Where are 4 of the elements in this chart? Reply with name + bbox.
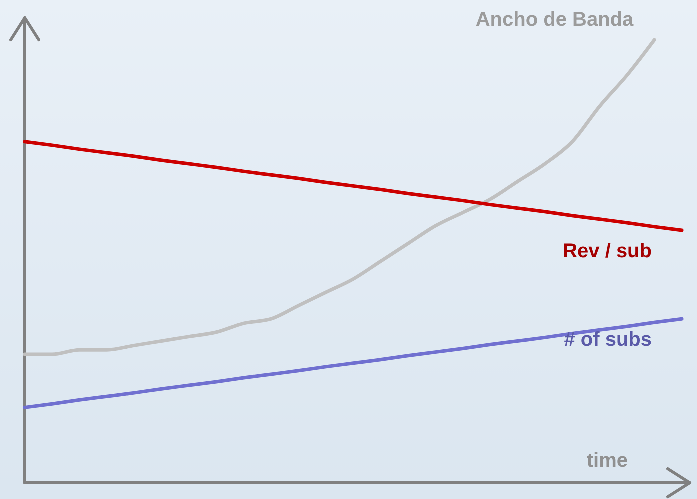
series-label: Rev / sub bbox=[563, 240, 652, 262]
series-label: # of subs bbox=[564, 329, 652, 352]
x-axis-title: time bbox=[586, 450, 628, 472]
series-label: Ancho de Banda bbox=[476, 9, 634, 31]
